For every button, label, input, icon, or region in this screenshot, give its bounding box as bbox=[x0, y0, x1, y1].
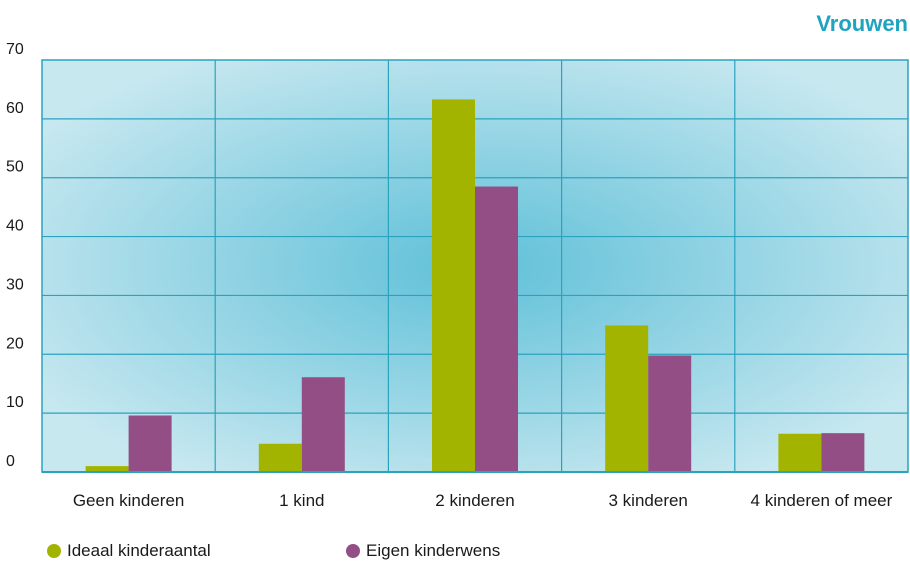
category-label: 2 kinderen bbox=[435, 491, 514, 510]
grid-lines bbox=[42, 60, 908, 472]
bar-chart: Vrouwen 0 10 20 30 40 50 60 70 Geen kinderen 1 k… bbox=[6, 11, 909, 510]
y-tick-label: 70 bbox=[6, 41, 24, 58]
y-tick-label: 50 bbox=[6, 159, 24, 176]
bar-eigen-0 bbox=[128, 415, 172, 472]
bar-ideaal-1 bbox=[258, 443, 302, 472]
bar-eigen-3 bbox=[648, 355, 692, 472]
legend-swatch-ideaal bbox=[47, 544, 61, 558]
chart-title: Vrouwen bbox=[816, 11, 908, 36]
bar-eigen-4 bbox=[821, 433, 865, 472]
legend-swatch-eigen bbox=[346, 544, 360, 558]
bar-ideaal-4 bbox=[778, 433, 822, 472]
category-label: 1 kind bbox=[279, 491, 324, 510]
y-tick-label: 40 bbox=[6, 218, 24, 235]
bar-eigen-2 bbox=[475, 186, 518, 473]
category-label: 3 kinderen bbox=[609, 491, 688, 510]
category-label: 4 kinderen of meer bbox=[751, 491, 893, 510]
legend: Ideaal kinderaantal Eigen kinderwens bbox=[0, 541, 910, 565]
y-tick-label: 0 bbox=[6, 453, 15, 470]
legend-label-eigen: Eigen kinderwens bbox=[366, 541, 501, 560]
legend-label-ideaal: Ideaal kinderaantal bbox=[67, 541, 211, 560]
category-labels: Geen kinderen 1 kind 2 kinderen 3 kinderen 4… bbox=[73, 491, 893, 510]
bar-ideaal-2 bbox=[432, 99, 475, 472]
bar-eigen-1 bbox=[301, 377, 345, 472]
y-tick-label: 60 bbox=[6, 100, 24, 117]
bar-ideaal-0 bbox=[85, 466, 129, 472]
y-tick-label: 10 bbox=[6, 394, 24, 411]
bar-ideaal-3 bbox=[605, 325, 649, 472]
legend-item-eigen: Eigen kinderwens bbox=[346, 541, 500, 561]
y-tick-labels: 0 10 20 30 40 50 60 70 bbox=[6, 41, 24, 470]
y-tick-label: 20 bbox=[6, 335, 24, 352]
bars bbox=[85, 99, 865, 473]
legend-item-ideaal: Ideaal kinderaantal bbox=[47, 541, 211, 561]
category-label: Geen kinderen bbox=[73, 491, 185, 510]
y-tick-label: 30 bbox=[6, 276, 24, 293]
